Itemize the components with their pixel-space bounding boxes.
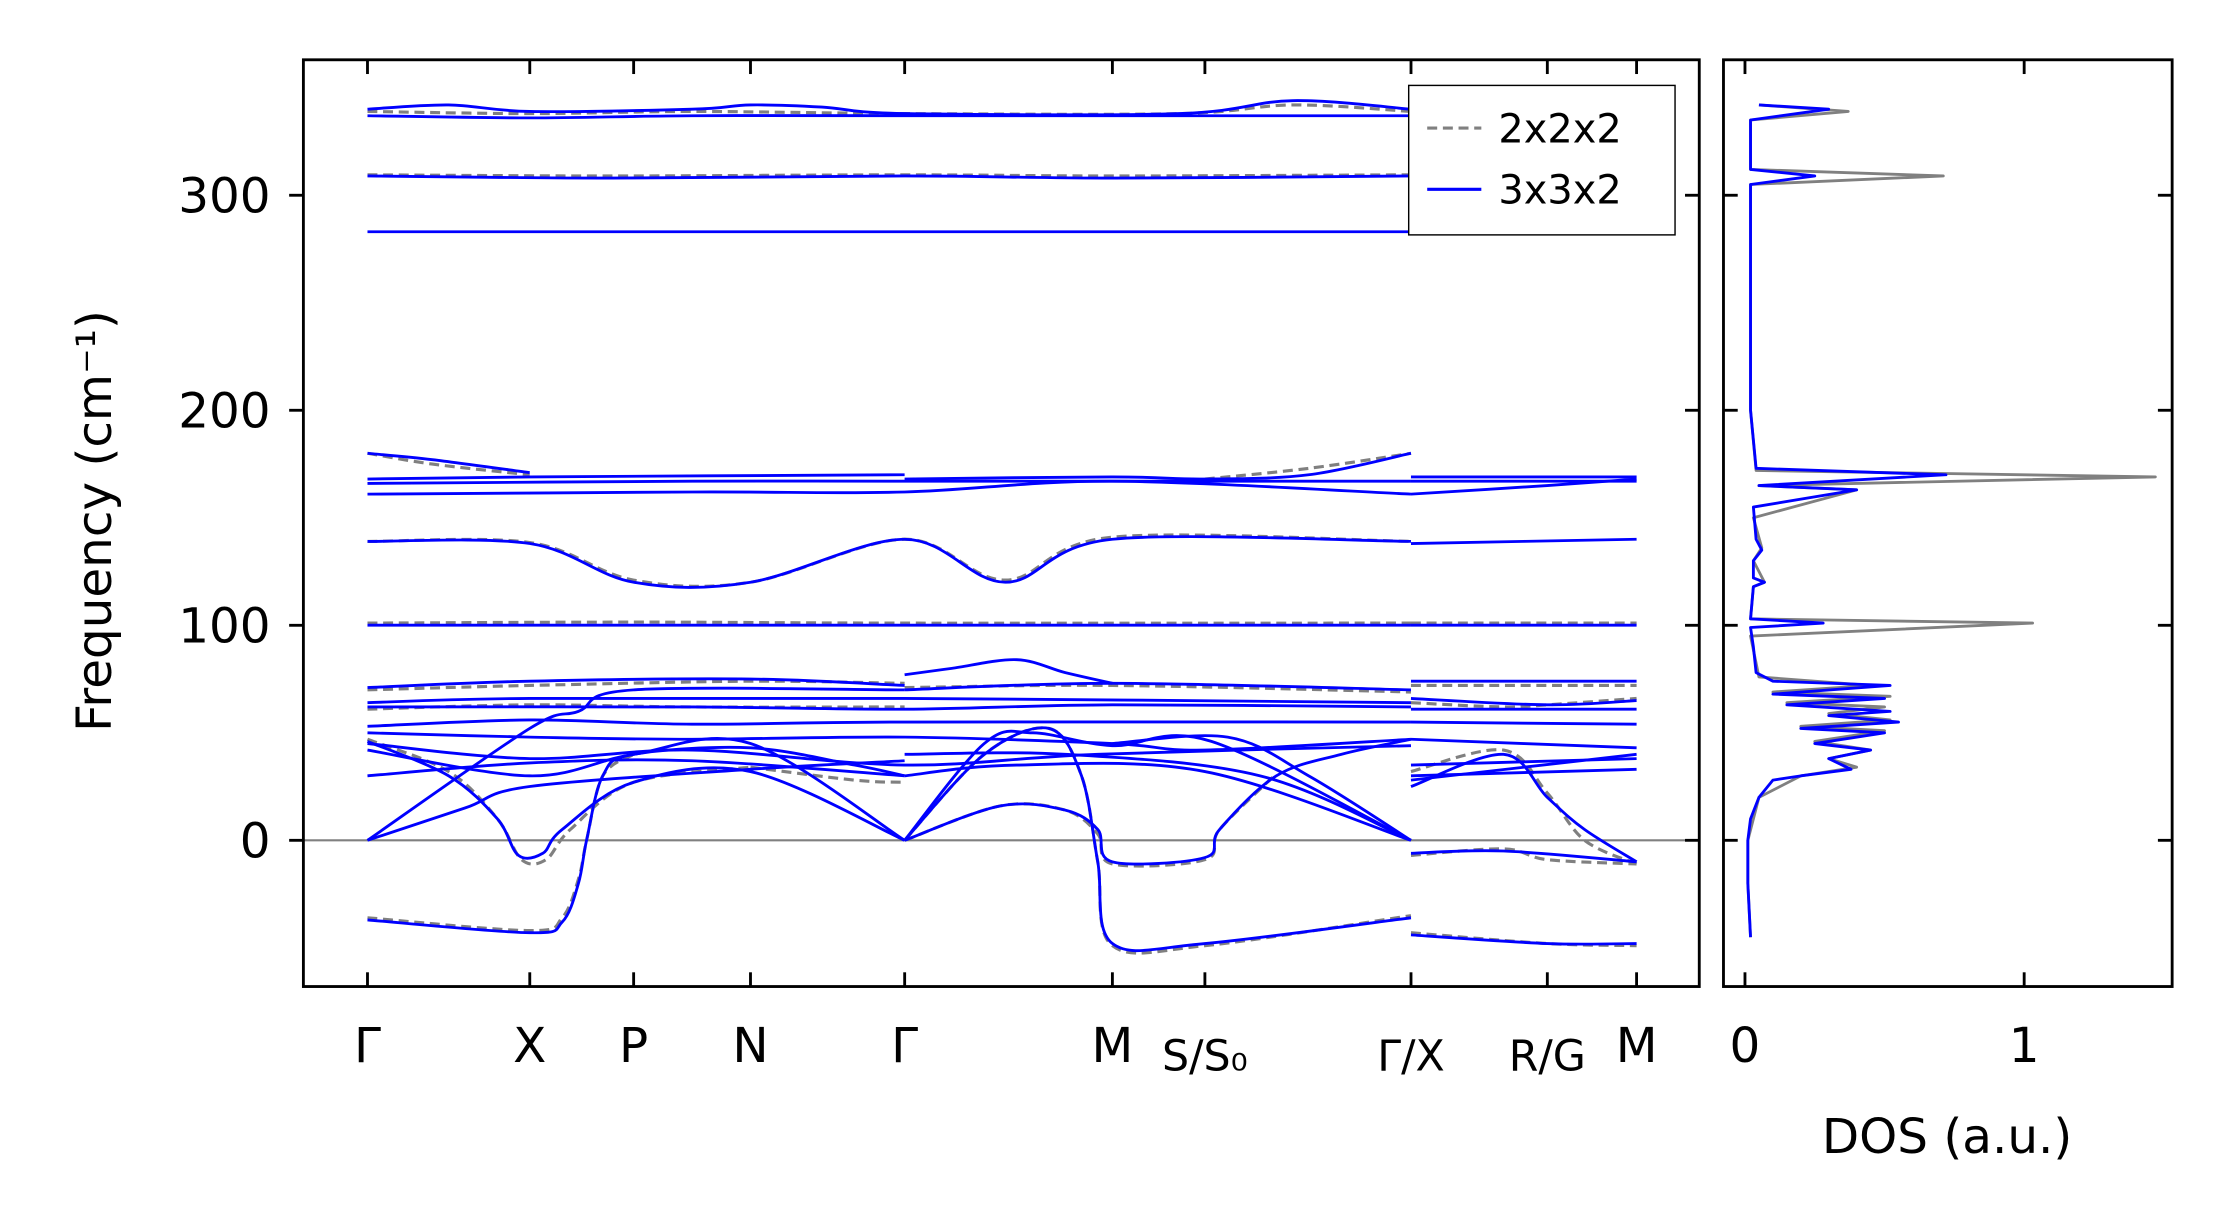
band-3x3x2-40 [903,726,1412,953]
band-3x3x2-44 [1410,849,1637,864]
x-tick-label: R/G [1509,1032,1586,1082]
band-2x2x2-2 [367,451,530,477]
band-3x3x2-41 [904,761,1412,842]
x-tick-label: S/S₀ [1162,1032,1248,1082]
band-3x3x2-45 [1410,752,1638,864]
band-2x2x2-7 [367,679,905,692]
band-3x3x2-17 [904,681,1412,692]
band-3x3x2-20 [367,696,1411,705]
legend-label-2x2x2: 2x2x2 [1498,106,1621,152]
x-tick-label: M [1616,1018,1658,1074]
x-tick-label: N [732,1018,768,1074]
band-2x2x2-18 [1410,931,1637,948]
band-3x3x2-46 [1410,933,1637,946]
band-3x3x2-21 [1410,696,1637,707]
band-2x2x2-10 [1410,696,1637,709]
band-3x3x2-8 [367,479,1412,496]
band-3x3x2-1 [367,114,1411,120]
band-3x3x2-19 [904,658,1113,685]
x-tick-label: Γ/X [1377,1032,1444,1082]
dos-axes-frame [1722,58,2174,988]
band-3x3x2-4 [367,451,530,475]
x-tick-label: Γ [354,1018,381,1074]
bands [366,99,1638,955]
x-tick-label: P [619,1018,648,1074]
band-3x3x2-37 [367,745,905,935]
dos-x-tick-label: 0 [1730,1018,1761,1074]
band-3x3x2-13 [1410,537,1637,545]
dos-x-tick-label: 1 [2009,1018,2040,1074]
y-axis-label: Frequency (cm⁻¹) [67,310,123,732]
band-structure-plot: Γ X P N Γ M S/S₀ Γ/X R/G M 0 100 200 300 [178,58,1701,1082]
y-tick-label: 200 [178,383,270,439]
band-3x3x2-6 [904,451,1412,481]
band-3x3x2-5 [367,473,905,481]
band-3x3x2-35 [366,740,906,860]
band-2x2x2-5 [367,620,1411,625]
y-tick-label: 300 [178,168,270,224]
band-3x3x2-7 [367,479,1411,485]
x-tick-label: X [513,1018,546,1074]
legend-box [1407,84,1676,236]
y-tick-label: 100 [178,598,270,654]
band-3x3x2-34 [367,759,905,842]
band-3x3x2-25 [1410,720,1637,726]
band-2x2x2-3 [1204,451,1412,481]
legend: 2x2x2 3x3x2 [1407,84,1676,236]
legend-label-3x3x2: 3x3x2 [1498,168,1621,214]
band-3x3x2-16 [367,677,905,690]
band-3x3x2-43 [1112,734,1412,842]
band-3x3x2-12 [367,535,1411,589]
band-3x3x2-27 [1410,737,1637,750]
x-tick-label: M [1092,1018,1134,1074]
dos-x-axis-label: DOS (a.u.) [1822,1109,2072,1165]
band-3x3x2-31 [1410,757,1637,767]
band-3x3x2-33 [366,686,905,842]
y-tick-label: 0 [240,813,271,869]
band-3x3x2-22 [367,703,1411,711]
band-3x3x2-38 [904,737,1412,866]
band-3x3x2-30 [1410,767,1637,778]
band-2x2x2-19 [750,765,905,784]
band-3x3x2-2 [367,174,1411,180]
x-tick-label: Γ [891,1018,918,1074]
main-axes-frame [301,58,1701,988]
band-3x3x2-11 [1410,477,1637,496]
band-3x3x2-24 [367,718,1411,728]
dos-curve-3x3x2 [1746,103,1948,938]
band-3x3x2-42 [904,751,1412,842]
band-3x3x2-0 [367,99,1412,117]
band-3x3x2-29 [367,758,905,778]
band-3x3x2-39 [903,729,1412,842]
